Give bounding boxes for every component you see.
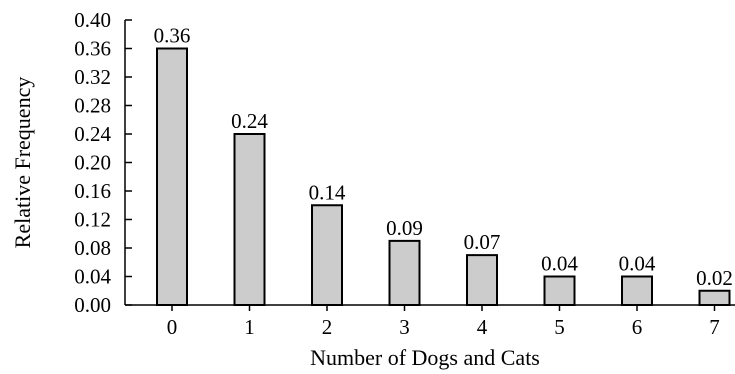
y-tick-label: 0.24 xyxy=(74,122,111,146)
bar-3 xyxy=(388,239,421,306)
data-label-3: 0.09 xyxy=(386,216,423,240)
x-tick-label-2: 2 xyxy=(322,315,333,339)
y-tick-label: 0.08 xyxy=(74,236,111,260)
x-tick-label-1: 1 xyxy=(244,315,255,339)
bar-4 xyxy=(466,254,498,306)
y-tick-label: 0.28 xyxy=(74,94,111,118)
x-tick-label-4: 4 xyxy=(477,315,488,339)
bar-2 xyxy=(311,204,343,306)
data-label-6: 0.04 xyxy=(619,252,656,276)
y-tick-label: 0.32 xyxy=(74,65,111,89)
y-tick-label: 0.40 xyxy=(74,8,111,32)
bars xyxy=(156,47,731,306)
x-tick-label-3: 3 xyxy=(399,315,410,339)
y-tick-label: 0.12 xyxy=(74,208,111,232)
y-tick-label: 0.16 xyxy=(74,179,111,203)
x-axis-title: Number of Dogs and Cats xyxy=(310,345,540,370)
bar-1 xyxy=(233,133,266,306)
data-label-2: 0.14 xyxy=(309,180,346,204)
bar-6 xyxy=(621,275,653,306)
data-label-5: 0.04 xyxy=(541,252,578,276)
x-tick-label-7: 7 xyxy=(709,315,720,339)
y-axis-ticks: 0.00 0.04 0.08 0.12 0.16 0.20 0.24 0.28 0.32 0.36… xyxy=(74,8,132,317)
bar-7 xyxy=(698,289,731,306)
data-labels: 0.36 0.24 0.14 0.09 0.07 0.04 0.04 0.02 xyxy=(154,24,733,290)
x-tick-label-0: 0 xyxy=(167,315,178,339)
y-tick-label: 0.20 xyxy=(74,151,111,175)
data-label-4: 0.07 xyxy=(464,230,501,254)
bar-5 xyxy=(543,275,576,306)
y-axis-title: Relative Frequency xyxy=(10,77,35,249)
y-tick-label: 0.04 xyxy=(74,265,111,289)
x-tick-label-6: 6 xyxy=(632,315,643,339)
x-tick-label-5: 5 xyxy=(554,315,565,339)
data-label-7: 0.02 xyxy=(696,266,733,290)
y-tick-label: 0.36 xyxy=(74,37,111,61)
y-tick-label: 0.00 xyxy=(74,293,111,317)
x-axis-tick-labels: 0 1 2 3 4 5 6 7 xyxy=(167,305,720,339)
data-label-0: 0.36 xyxy=(154,24,191,48)
data-label-1: 0.24 xyxy=(231,109,268,133)
bar-0 xyxy=(156,47,188,306)
